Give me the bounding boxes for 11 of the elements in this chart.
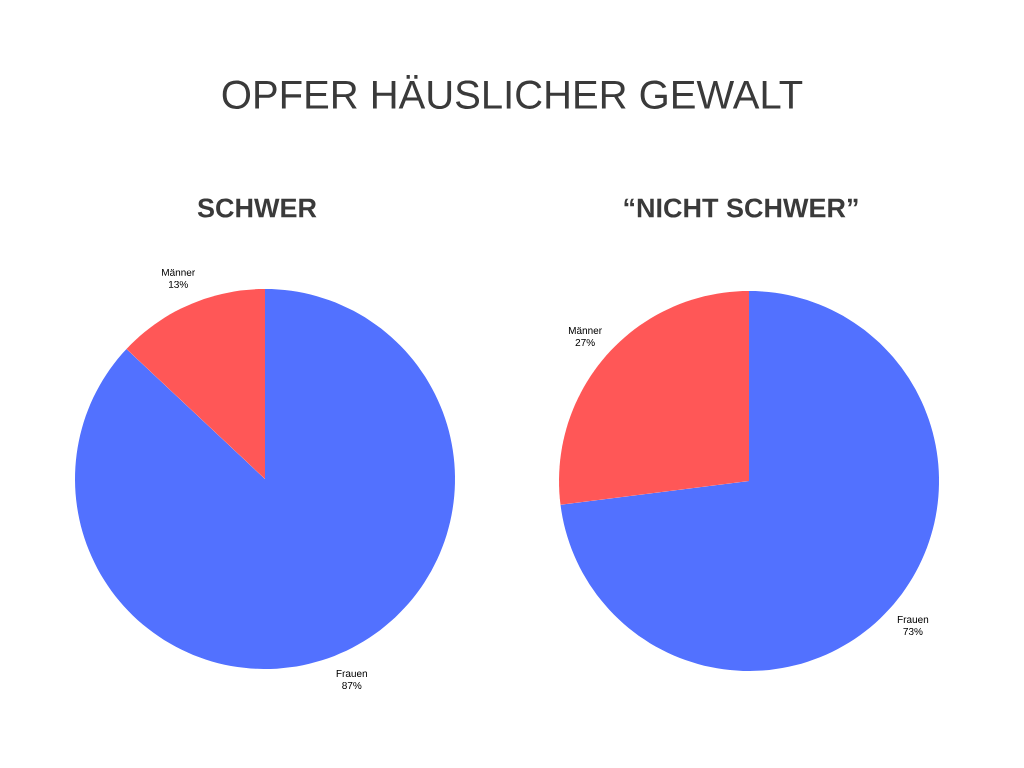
slice-label: Männer (162, 268, 196, 276)
slice-label: Männer (568, 327, 602, 334)
slice-label: Frauen (897, 616, 929, 623)
chart-subtitle: SCHWER (197, 198, 317, 218)
data-label: 27% (575, 338, 595, 346)
data-label: 13% (168, 280, 188, 288)
chart-subtitle: “NICHT SCHWER” (624, 198, 858, 218)
chart-title: OPFER HÄUSLICHER GEWALT (222, 75, 803, 109)
slice-label: Frauen (336, 670, 367, 678)
data-label: 87% (342, 681, 362, 690)
data-label: 73% (903, 627, 923, 635)
